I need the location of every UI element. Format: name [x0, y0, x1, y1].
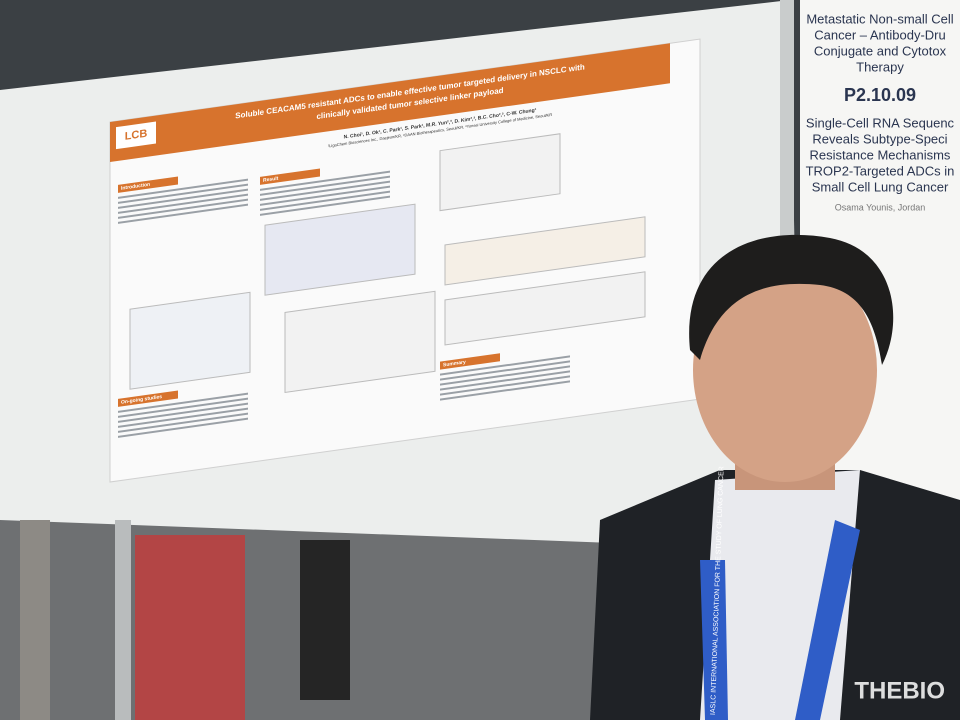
text-line — [260, 180, 390, 201]
text-line — [118, 417, 248, 438]
side-line: Conjugate and Cytotox — [814, 43, 947, 58]
figure — [264, 203, 416, 296]
side-line: TROP2-Targeted ADCs in — [806, 163, 955, 178]
section-header: Introduction — [121, 182, 150, 192]
figure — [129, 291, 251, 390]
text-line — [440, 355, 570, 376]
text-line — [118, 412, 248, 433]
logo-box — [116, 121, 156, 150]
section-bar — [118, 176, 178, 193]
side-line: Reveals Subtype-Speci — [812, 131, 947, 146]
figure — [439, 133, 561, 212]
face — [693, 258, 877, 482]
text-line — [440, 360, 570, 381]
visitor — [135, 535, 245, 720]
side-line: Resistance Mechanisms — [810, 147, 951, 162]
figure — [284, 290, 436, 393]
section-header: On-going studies — [121, 394, 162, 406]
side-line: Metastatic Non-small Cell — [806, 11, 953, 26]
text-line — [118, 193, 248, 214]
table — [444, 216, 646, 286]
board-leg — [115, 520, 131, 720]
visitor — [300, 540, 350, 700]
side-author: Osama Younis, Jordan — [835, 202, 926, 212]
side-line: Small Cell Lung Cancer — [812, 179, 949, 194]
figure — [444, 271, 646, 346]
lanyard-left — [700, 560, 728, 720]
poster-content: Introduction Result On-going studies Summar… — [118, 133, 646, 438]
text-line — [118, 183, 248, 204]
section-bar — [440, 353, 500, 370]
text-line — [260, 185, 390, 206]
text-line — [440, 365, 570, 386]
poster-header — [110, 43, 670, 162]
text-line — [440, 375, 570, 396]
side-line: Therapy — [856, 59, 904, 74]
logo: LCB — [125, 128, 148, 143]
text-line — [260, 190, 390, 211]
text-line — [118, 198, 248, 219]
section-header: Summary — [443, 359, 466, 368]
watermark: THEBIO — [854, 677, 945, 704]
side-code: P2.10.09 — [844, 85, 916, 105]
text-line — [118, 402, 248, 423]
section-bar — [118, 390, 178, 407]
section-bar — [260, 168, 320, 185]
text-line — [118, 407, 248, 428]
visitor — [20, 520, 50, 720]
text-line — [118, 188, 248, 209]
hair — [689, 234, 894, 365]
text-line — [118, 203, 248, 224]
side-line: Single-Cell RNA Sequenc — [806, 115, 955, 130]
lanyard-right — [795, 520, 860, 720]
text-line — [118, 397, 248, 418]
text-line — [118, 392, 248, 413]
side-line: Cancer – Antibody-Dru — [814, 27, 946, 42]
text-line — [260, 170, 390, 191]
text-line — [440, 380, 570, 401]
section-header: Result — [263, 176, 279, 184]
text-line — [260, 195, 390, 216]
text-line — [260, 175, 390, 196]
text-line — [118, 178, 248, 199]
text-line — [440, 370, 570, 391]
